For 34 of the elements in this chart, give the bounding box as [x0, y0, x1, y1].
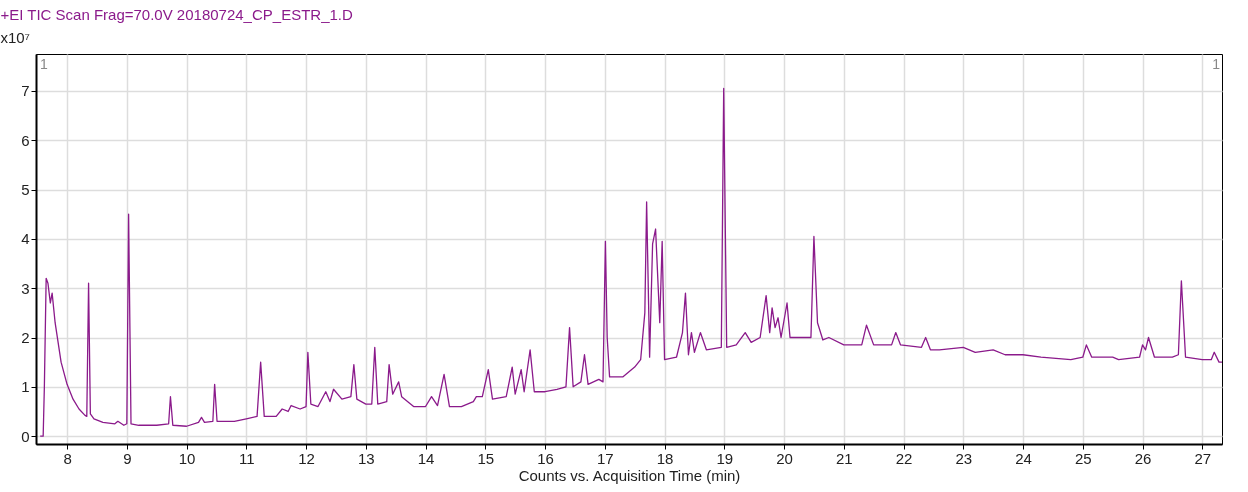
x-tick-label: 19: [716, 449, 734, 467]
x-tick-label: 8: [63, 449, 72, 467]
x-tick-label: 17: [596, 449, 614, 467]
y-tick-label: 2: [21, 329, 30, 346]
x-tick-label: 27: [1194, 449, 1212, 467]
line-series: [39, 87, 1223, 437]
x-tick-label: 21: [835, 449, 853, 467]
y-tick-label: 6: [21, 131, 30, 149]
annotation: 1: [40, 56, 48, 72]
x-axis-title: Counts vs. Acquisition Time (min): [518, 466, 741, 484]
x-tick-label: 23: [955, 449, 973, 467]
y-tick-label: 4: [21, 230, 30, 248]
x-tick-label: 25: [1074, 449, 1092, 467]
x-tick-label: 18: [656, 449, 674, 467]
y-tick-label: 3: [21, 279, 30, 297]
y-tick-label: 5: [21, 181, 30, 199]
x-tick-label: 14: [417, 449, 435, 467]
x-tick-label: 11: [239, 449, 255, 467]
x-tick-label: 26: [1134, 449, 1152, 467]
annotation: 1: [1212, 56, 1221, 72]
x-tick-label: 22: [895, 449, 913, 467]
y-axis-title: x10⁷: [0, 29, 30, 46]
x-tick-label: 12: [298, 449, 315, 467]
x-tick-label: 16: [537, 449, 554, 467]
x-tick-label: 24: [1015, 449, 1032, 467]
y-tick-label: 1: [21, 378, 30, 396]
y-tick-label: 7: [21, 82, 30, 100]
x-tick-label: 10: [178, 449, 196, 467]
y-tick-label: 0: [21, 427, 30, 445]
chart-title: +EI TIC Scan Frag=70.0V 20180724_CP_ESTR_1.D: [0, 6, 353, 23]
x-tick-label: 15: [477, 449, 495, 467]
x-tick-label: 9: [123, 449, 132, 467]
x-tick-label: 20: [776, 449, 793, 467]
x-tick-label: 13: [357, 449, 375, 467]
